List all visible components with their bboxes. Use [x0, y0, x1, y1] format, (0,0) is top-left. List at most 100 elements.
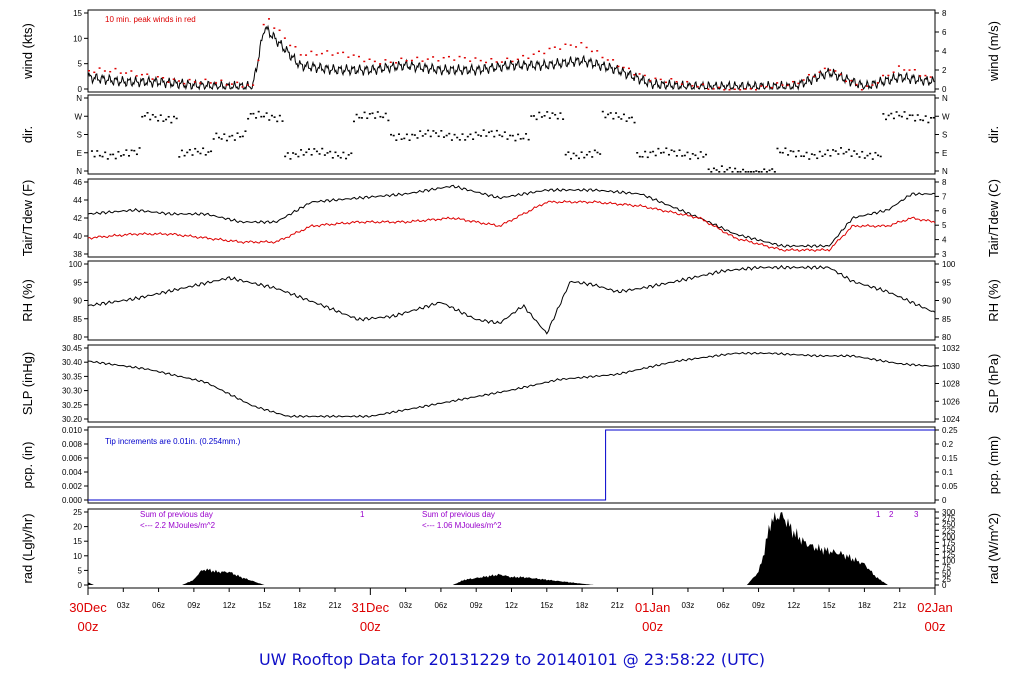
wind-peak-point [453, 59, 456, 61]
rad-ylabel-right: rad (W/m^2) [986, 513, 1001, 584]
wind-peak-point [135, 75, 138, 77]
rh-ytick-label-right: 100 [942, 260, 956, 269]
dir-point [898, 114, 901, 117]
rad-ytick-label-left: 10 [73, 552, 82, 561]
dir-point [281, 120, 284, 122]
slp-ytick-label-right: 1030 [942, 362, 960, 371]
dir-point [646, 156, 649, 159]
dir-point [517, 133, 520, 136]
wind-peak-point [839, 73, 842, 76]
dir-point [609, 112, 612, 114]
dir-ytick-label-left: W [74, 112, 82, 121]
dir-point [633, 121, 636, 124]
wind-peak-point [379, 63, 382, 65]
wind-peak-point [913, 68, 916, 71]
dir-point [784, 147, 787, 150]
wind-peak-point [315, 54, 318, 56]
dir-point [495, 129, 498, 132]
temp-ylabel-right: Tair/Tdew (C) [986, 179, 1001, 257]
pcp-ytick-label-left: 0.006 [62, 454, 83, 463]
wind-peak-point [204, 78, 207, 81]
wind-peak-point [103, 70, 106, 72]
rh-ylabel-left: RH (%) [20, 279, 35, 322]
dir-point [262, 115, 265, 118]
rad-sum-label: Sum of previous day [140, 510, 213, 519]
dir-point [387, 119, 390, 122]
dir-point [599, 153, 602, 155]
dir-ytick-label-left: N [76, 94, 82, 103]
dir-point [890, 112, 893, 115]
wind-peak-point [522, 54, 525, 57]
wind-peak-point [241, 86, 244, 88]
slp-ytick-label-right: 1024 [942, 415, 960, 424]
dir-point [101, 155, 104, 158]
dir-point [757, 171, 760, 173]
pcp-line [88, 429, 935, 501]
dir-point [437, 135, 440, 138]
slp-ylabel-right: SLP (hPa) [986, 354, 1001, 414]
dir-point [572, 152, 575, 155]
wind-peak-point [691, 85, 694, 87]
dir-point [366, 117, 369, 120]
wind-ylabel-left: wind (kts) [20, 23, 35, 80]
dir-point [885, 118, 888, 121]
dir-point [345, 157, 348, 160]
wind-peak-point [744, 88, 747, 90]
pcp-ytick-label-left: 0.004 [62, 468, 83, 477]
dir-point [874, 151, 877, 154]
wind-peak-point [326, 50, 329, 52]
wind-peak-point [781, 84, 784, 86]
dir-point [660, 152, 663, 154]
wind-peak-point [98, 67, 101, 69]
wind-peak-point [267, 18, 270, 20]
rad-ytick-label-left: 25 [73, 508, 82, 517]
dir-ytick-label-right: E [942, 149, 947, 158]
dir-point [435, 132, 438, 134]
dir-point [765, 171, 768, 173]
dir-point [292, 152, 295, 154]
wind-peak-point [336, 52, 339, 54]
rh-ytick-label-right: 95 [942, 278, 951, 287]
dir-point [731, 171, 734, 173]
dir-point [413, 134, 416, 136]
x-tick-label: 18z [858, 601, 871, 610]
wind-peak-point [807, 73, 810, 76]
wind-peak-point [410, 59, 413, 62]
dir-point [548, 117, 551, 119]
dir-point [538, 111, 541, 114]
dir-point [397, 133, 400, 135]
wind-wind-line [87, 24, 935, 91]
rad-ytick-label-right: 150 [942, 545, 956, 554]
wind-peak-point [924, 74, 927, 77]
dir-point [800, 155, 803, 157]
wind-peak-point [823, 67, 826, 70]
slp-ytick-label-right: 1028 [942, 380, 960, 389]
x-tick-label: 15z [823, 601, 836, 610]
dir-point [400, 138, 403, 140]
rad-ytick-label-right: 100 [942, 557, 956, 566]
dir-point [458, 139, 461, 141]
dir-point [567, 151, 570, 153]
wind-peak-point [199, 82, 202, 84]
wind-peak-point [680, 83, 683, 85]
dir-point [649, 151, 652, 154]
dir-point [429, 135, 432, 138]
wind-peak-point [733, 88, 736, 91]
x-tick-label: 12z [505, 601, 518, 610]
wind-peak-point [675, 80, 678, 83]
dir-point [329, 150, 332, 153]
day-label-hour: 00z [925, 619, 946, 634]
temp-ylabel-left: Tair/Tdew (F) [20, 180, 35, 257]
wind-peak-point [569, 44, 572, 46]
wind-peak-point [813, 75, 816, 78]
dir-point [249, 112, 252, 115]
dir-point [363, 111, 366, 114]
dir-point [419, 130, 422, 132]
dir-point [352, 120, 355, 123]
dir-point [178, 156, 181, 158]
dir-point [310, 153, 313, 156]
dir-point [223, 133, 226, 135]
rad-ytick-label-right: 125 [942, 551, 956, 560]
dir-point [776, 147, 779, 150]
dir-point [252, 112, 255, 115]
